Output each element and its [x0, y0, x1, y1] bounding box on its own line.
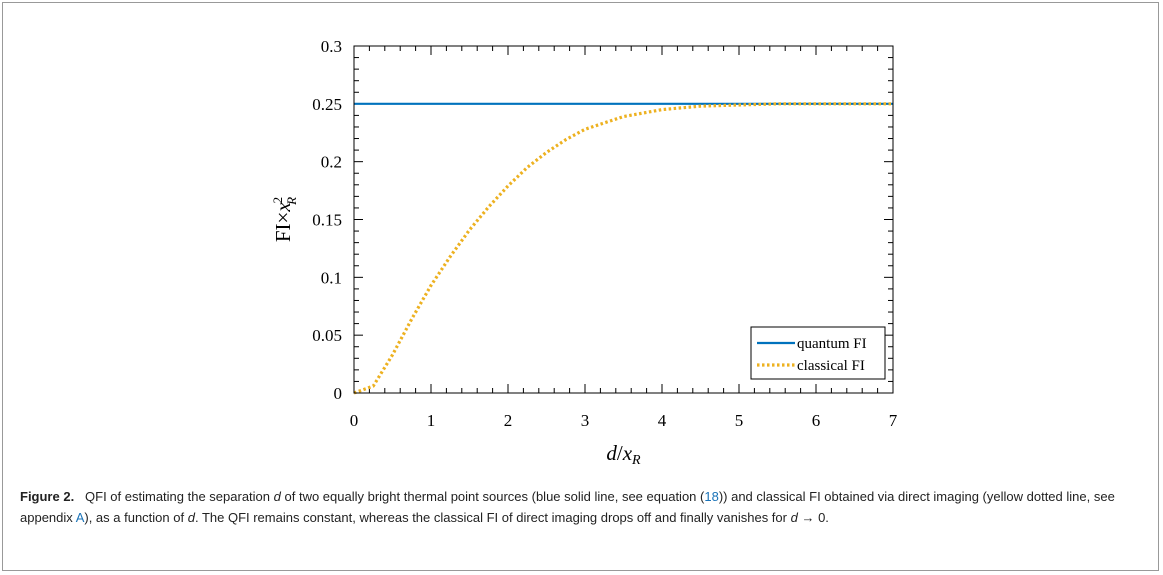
figure-caption: Figure 2. QFI of estimating the separati…: [20, 486, 1140, 528]
y-tick-label: 0.25: [312, 95, 342, 114]
tick-labels: 0 1 2 3 4 5 6 7 0 0.05 0.1 0.15 0.2 0.25 0.3: [312, 37, 898, 430]
y-tick-label: 0.1: [321, 268, 342, 287]
caption-var-d: d: [273, 489, 281, 504]
caption-label: Figure 2.: [20, 489, 75, 504]
x-tick-label: 7: [889, 411, 898, 430]
caption-text-5: . The QFI remains constant, whereas the …: [194, 510, 787, 525]
equation-ref-link[interactable]: 18: [704, 489, 719, 504]
caption-var-d-3: d: [790, 510, 798, 525]
x-tick-label: 4: [658, 411, 667, 430]
legend-label-quantum-fi: quantum FI: [797, 336, 867, 352]
series-line-classical-fi: [353, 102, 893, 395]
y-tick-label: 0.05: [312, 326, 342, 345]
appendix-ref-link[interactable]: A: [75, 510, 85, 525]
caption-text-6: → 0.: [801, 510, 829, 525]
caption-text-3: )) and classical FI obtained via direct …: [20, 489, 1115, 525]
x-tick-label: 6: [812, 411, 821, 430]
y-tick-label: 0.15: [312, 211, 342, 230]
series-layer: [353, 102, 893, 395]
y-tick-label: 0.2: [321, 153, 342, 172]
line-chart: 0 1 2 3 4 5 6 7 0 0.05 0.1 0.15 0.2 0.25 0.3 d/xR FI×x…: [270, 37, 898, 468]
caption-text-2: of two equally bright thermal point sour…: [284, 489, 705, 504]
axes-box: [353, 45, 894, 394]
caption-var-d-2: d: [187, 510, 195, 525]
y-tick-label: 0.3: [321, 37, 342, 56]
caption-text-4: ), as a function of: [84, 510, 185, 525]
y-tick-label: 0: [334, 384, 343, 403]
x-tick-label: 2: [504, 411, 513, 430]
caption-text-1: QFI of estimating the separation: [85, 489, 271, 504]
x-axis-label: d/xR: [606, 441, 641, 468]
legend: quantum FI classical FI: [750, 326, 886, 380]
x-tick-label: 0: [350, 411, 359, 430]
legend-box: [750, 326, 886, 380]
x-tick-label: 1: [427, 411, 436, 430]
x-label-d: d: [606, 441, 617, 465]
y-axis-label: FI×x2R: [270, 197, 299, 242]
legend-label-classical-fi: classical FI: [797, 358, 865, 374]
x-tick-label: 3: [581, 411, 590, 430]
x-tick-label: 5: [735, 411, 744, 430]
